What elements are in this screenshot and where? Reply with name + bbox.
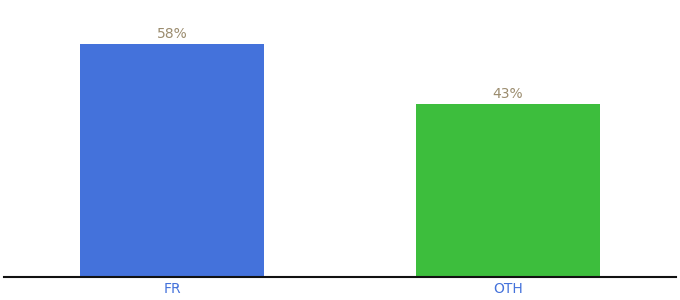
Bar bbox=[80, 44, 265, 277]
Text: 58%: 58% bbox=[156, 27, 188, 41]
Text: 43%: 43% bbox=[492, 87, 523, 101]
Bar bbox=[415, 104, 600, 277]
